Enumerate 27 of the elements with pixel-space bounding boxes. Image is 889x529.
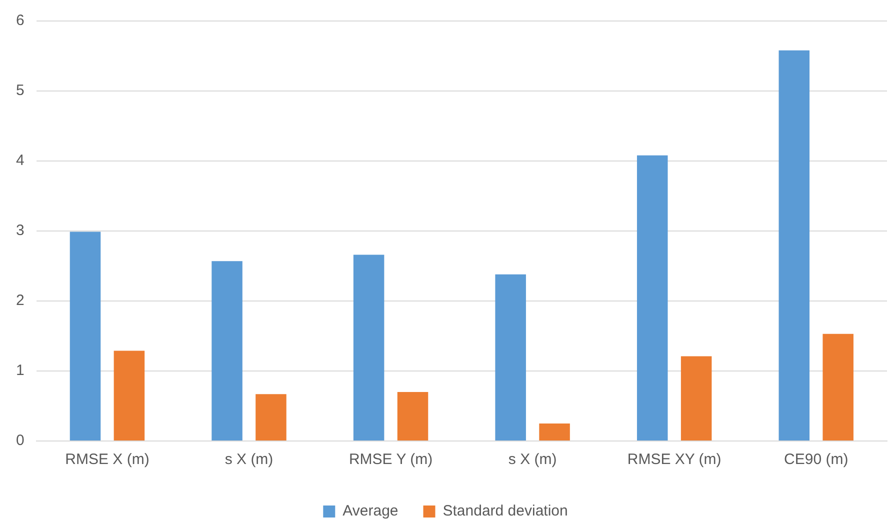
x-tick-label: CE90 (m) xyxy=(784,451,848,468)
legend-label: Average xyxy=(342,502,398,520)
bar xyxy=(353,254,384,440)
x-tick-label: RMSE XY (m) xyxy=(627,451,722,468)
x-tick-label: RMSE Y (m) xyxy=(348,451,433,468)
bar xyxy=(114,350,145,440)
y-tick-label: 4 xyxy=(16,152,24,170)
y-tick-label: 2 xyxy=(16,292,24,310)
bar xyxy=(70,232,101,440)
bar xyxy=(680,356,712,440)
bar xyxy=(495,274,526,440)
bar xyxy=(778,50,810,440)
legend-label: Standard deviation xyxy=(442,502,568,520)
bar xyxy=(397,392,428,440)
y-tick-label: 5 xyxy=(16,82,24,100)
bar xyxy=(256,394,286,440)
y-tick-label: 3 xyxy=(16,222,24,240)
bar xyxy=(636,155,668,440)
bar xyxy=(822,334,854,440)
y-tick-label: 0 xyxy=(16,432,24,450)
bar xyxy=(539,424,570,440)
bar xyxy=(212,261,242,440)
y-tick-label: 6 xyxy=(16,12,24,30)
x-tick-label: RMSE X (m) xyxy=(65,451,150,468)
y-tick-label: 1 xyxy=(16,362,24,380)
x-tick-label: s X (m) xyxy=(508,451,557,468)
x-tick-label: s X (m) xyxy=(224,451,274,468)
